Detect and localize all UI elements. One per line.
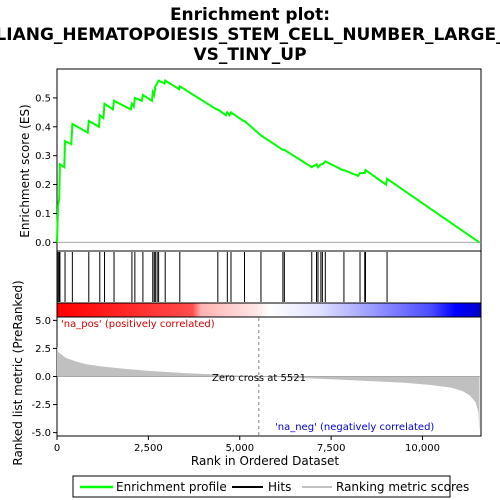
es-ytick-label: 0.0 — [35, 238, 51, 249]
metric-ytick-label: -2.5 — [31, 400, 51, 411]
rank-color-bar — [56, 302, 482, 318]
metric-panel: -5.0 -2.5 0.0 2.5 5.0 0 2,500 5,000 7,500 10,000 — [31, 316, 482, 454]
chart-title-line-2: LIANG_HEMATOPOIESIS_STEM_CELL_NUMBER_LAR… — [0, 25, 500, 45]
metric-ylabel: Ranked list metric (PreRanked) — [11, 280, 25, 465]
metric-ytick-label: 2.5 — [35, 344, 51, 355]
metric-ytick-label: -5.0 — [31, 428, 51, 439]
xtick-label: 5,000 — [225, 443, 254, 454]
neg-correlated-label: 'na_neg' (negatively correlated) — [275, 422, 434, 433]
zero-cross-label: Zero cross at 5521 — [212, 373, 306, 384]
legend-es-label: Enrichment profile — [116, 480, 227, 494]
es-plot-frame — [56, 68, 482, 252]
legend: Enrichment profile Hits Ranking metric s… — [72, 475, 469, 498]
es-profile-line — [56, 79, 480, 244]
hits-frame — [56, 250, 482, 304]
xtick-label: 10,000 — [405, 443, 440, 454]
metric-ytick-label: 0.0 — [35, 372, 51, 383]
es-ytick-label: 0.5 — [35, 93, 51, 104]
es-ytick-label: 0.3 — [35, 151, 51, 162]
es-ytick-label: 0.1 — [35, 209, 51, 220]
metric-ytick-label: 5.0 — [35, 316, 51, 327]
rank-color-strip — [56, 302, 482, 318]
es-ytick-label: 0.2 — [35, 180, 51, 191]
chart-title-line-1: Enrichment plot: — [170, 5, 330, 25]
xtick-label: 7,500 — [317, 443, 346, 454]
es-ylabel: Enrichment score (ES) — [18, 104, 32, 237]
es-ytick-label: 0.4 — [35, 122, 51, 133]
x-axis-label: Rank in Ordered Dataset — [191, 454, 339, 468]
legend-metric-label: Ranking metric scores — [336, 480, 469, 494]
hits-panel — [56, 250, 482, 304]
xtick-label: 0 — [54, 443, 60, 454]
xtick-label: 2,500 — [134, 443, 163, 454]
chart-title-line-3: VS_TINY_UP — [193, 45, 306, 65]
es-panel: 0.0 0.1 0.2 0.3 0.4 0.5 — [35, 68, 482, 252]
pos-correlated-label: 'na_pos' (positively correlated) — [61, 319, 215, 330]
legend-hits-label: Hits — [268, 480, 291, 494]
